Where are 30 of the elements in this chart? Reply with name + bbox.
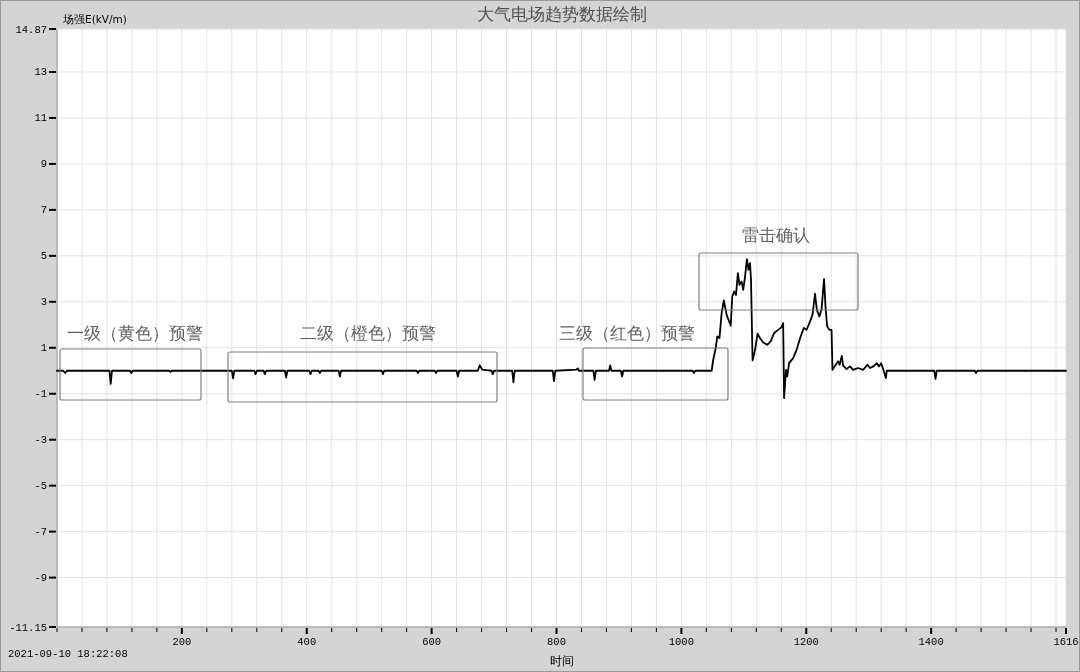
annotation: 雷击确认 [742, 225, 810, 245]
y-tick-label: 14.87 [15, 23, 47, 36]
y-tick-label: 11 [34, 112, 47, 125]
annotation: 一级（黄色）预警 [67, 323, 203, 343]
y-tick-label: -7 [34, 526, 47, 539]
y-tick-label: 1 [40, 342, 47, 355]
y-tick-label: -5 [34, 480, 47, 493]
y-tick-label: -3 [34, 434, 47, 447]
y-tick-label: 5 [40, 250, 47, 263]
y-tick-label: -9 [34, 572, 47, 585]
y-tick-label: -11.15 [9, 621, 47, 634]
y-tick-label: 3 [40, 296, 47, 309]
xlabel: 时间 [549, 654, 574, 668]
x-tick-label: 1616 [1053, 636, 1079, 648]
ylabel: 场强E(kV/m) [63, 13, 127, 25]
annotation: 二级（橙色）预警 [300, 323, 436, 343]
x-tick-label: 1000 [668, 636, 694, 648]
x-tick-label: 600 [422, 636, 442, 648]
x-tick-label: 800 [547, 636, 566, 648]
annotation: 2021-09-10 18:22:08 [8, 648, 128, 660]
x-tick-label: 1200 [793, 636, 819, 648]
x-tick-label: 200 [172, 636, 192, 648]
x-tick-label: 1400 [918, 636, 944, 648]
title: 大气电场趋势数据绘制 [476, 4, 647, 24]
x-tick-label: 400 [297, 636, 317, 648]
y-tick-label: 7 [40, 204, 47, 217]
annotation: 三级（红色）预警 [559, 323, 695, 343]
y-tick-label: 9 [40, 158, 47, 171]
y-tick-label: 13 [34, 66, 47, 79]
y-tick-label: -1 [34, 388, 47, 401]
